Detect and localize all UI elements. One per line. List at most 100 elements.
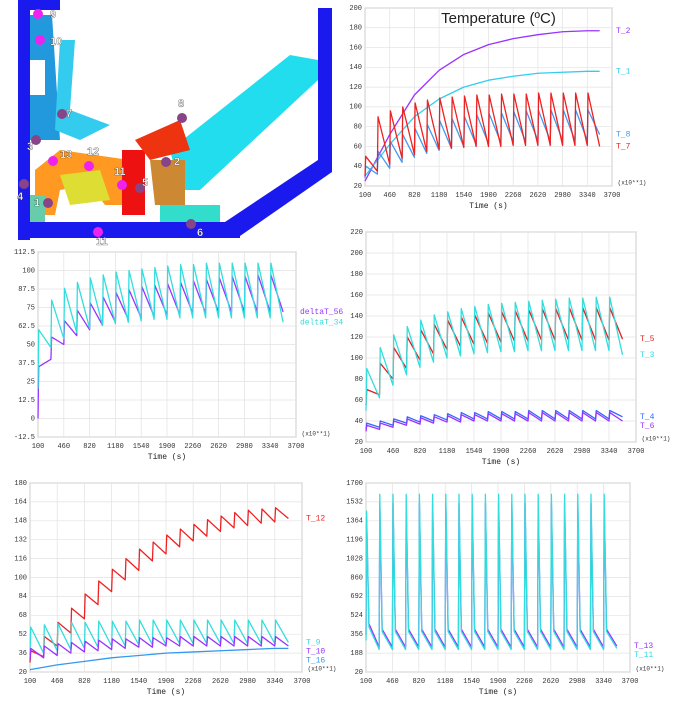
- y-tick-label: 80: [355, 376, 363, 384]
- x-tick-label: 460: [386, 678, 399, 686]
- x-tick-label: 2260: [505, 192, 522, 200]
- y-tick-label: 100: [350, 355, 363, 363]
- y-tick-label: 160: [350, 292, 363, 300]
- node-label: 11: [96, 236, 108, 248]
- y-tick-label: 220: [350, 229, 363, 237]
- node-label: 9: [50, 9, 56, 21]
- x-unit-label: (x10**1): [308, 666, 337, 673]
- series-label: T_10: [306, 648, 325, 657]
- x-unit-label: (x10**1): [618, 180, 647, 187]
- y-tick-label: 12.5: [18, 397, 35, 405]
- series-label: T_3: [640, 351, 655, 360]
- node-label: 10: [50, 36, 62, 48]
- x-tick-label: 2980: [569, 678, 586, 686]
- y-tick-label: 62.5: [18, 323, 35, 331]
- x-tick-label: 460: [57, 443, 70, 451]
- series-label: T_13: [634, 642, 653, 651]
- x-tick-label: 1540: [133, 443, 150, 451]
- x-tick-label: 2620: [210, 443, 227, 451]
- y-tick-label: 356: [350, 631, 363, 639]
- y-tick-label: 100: [22, 267, 35, 275]
- node-label: 2: [174, 156, 180, 168]
- series-label: T_5: [640, 335, 655, 344]
- x-tick-label: 2260: [520, 448, 537, 456]
- y-tick-label: 116: [14, 555, 27, 563]
- y-tick-label: 200: [349, 5, 362, 13]
- chart: 2018835652469286010281196136415321700100…: [346, 480, 664, 697]
- x-tick-label: 1180: [437, 678, 454, 686]
- y-tick-label: 20: [355, 439, 363, 447]
- y-tick-label: 1532: [346, 499, 363, 507]
- x-tick-label: 1540: [466, 448, 483, 456]
- y-tick-label: 100: [349, 104, 362, 112]
- x-tick-label: 3700: [604, 192, 621, 200]
- x-tick-label: 1180: [431, 192, 448, 200]
- y-tick-label: 180: [14, 480, 27, 488]
- x-unit-label: (x10**1): [302, 431, 331, 438]
- series-label: T_16: [306, 657, 325, 666]
- series-label: T_4: [640, 413, 655, 422]
- series-label: T_6: [640, 422, 655, 431]
- y-tick-label: 20: [355, 669, 363, 677]
- node-label: 3: [27, 141, 33, 153]
- y-tick-label: 75: [27, 304, 35, 312]
- x-tick-label: 2980: [574, 448, 591, 456]
- x-tick-label: 1540: [463, 678, 480, 686]
- x-tick-label: 3700: [288, 443, 305, 451]
- y-tick-label: 80: [354, 124, 362, 132]
- x-axis-label: Time (s): [469, 202, 507, 211]
- y-tick-label: 50: [27, 341, 35, 349]
- x-tick-label: 100: [24, 678, 37, 686]
- x-tick-label: 3340: [262, 443, 279, 451]
- node-label: 7: [66, 108, 72, 120]
- x-axis-label: Time (s): [482, 458, 520, 467]
- x-tick-label: 820: [83, 443, 96, 451]
- y-tick-label: 120: [350, 334, 363, 342]
- x-tick-label: 1540: [130, 678, 147, 686]
- x-tick-label: 3700: [622, 678, 639, 686]
- x-tick-label: 1180: [107, 443, 124, 451]
- y-tick-label: 160: [349, 44, 362, 52]
- y-tick-label: 112.5: [14, 249, 35, 257]
- x-tick-label: 3340: [595, 678, 612, 686]
- y-tick-label: 52: [19, 631, 27, 639]
- series-label: T_8: [616, 131, 631, 140]
- series-label: T_9: [306, 639, 321, 648]
- x-tick-label: 2620: [212, 678, 229, 686]
- x-tick-label: 1900: [490, 678, 507, 686]
- x-tick-label: 820: [78, 678, 91, 686]
- y-tick-label: 1028: [346, 555, 363, 563]
- x-tick-label: 2260: [516, 678, 533, 686]
- x-tick-label: 1900: [480, 192, 497, 200]
- y-tick-label: 40: [355, 418, 363, 426]
- series-label: T_12: [306, 515, 325, 524]
- y-tick-label: 692: [350, 593, 363, 601]
- y-tick-label: 37.5: [18, 360, 35, 368]
- x-tick-label: 1180: [103, 678, 120, 686]
- y-tick-label: 860: [350, 574, 363, 582]
- x-tick-label: 2620: [542, 678, 559, 686]
- node-label: 11: [114, 166, 126, 178]
- x-unit-label: (x10**1): [642, 436, 671, 443]
- x-tick-label: 100: [360, 678, 373, 686]
- y-tick-label: -12.5: [14, 434, 35, 442]
- y-tick-label: 20: [354, 183, 362, 191]
- y-tick-label: 60: [355, 397, 363, 405]
- x-tick-label: 1900: [159, 443, 176, 451]
- y-tick-label: 140: [349, 64, 362, 72]
- x-tick-label: 2620: [529, 192, 546, 200]
- chart: 2040608010012014016018020022010046082011…: [350, 229, 670, 467]
- x-tick-label: 460: [383, 192, 396, 200]
- y-tick-label: 100: [14, 574, 27, 582]
- y-tick-label: 524: [350, 612, 363, 620]
- y-tick-label: 140: [350, 313, 363, 321]
- y-tick-label: 40: [354, 163, 362, 171]
- y-tick-label: 188: [350, 650, 363, 658]
- y-tick-label: 148: [14, 518, 27, 526]
- x-tick-label: 100: [32, 443, 45, 451]
- node-label: 4: [17, 191, 24, 203]
- x-tick-label: 1540: [455, 192, 472, 200]
